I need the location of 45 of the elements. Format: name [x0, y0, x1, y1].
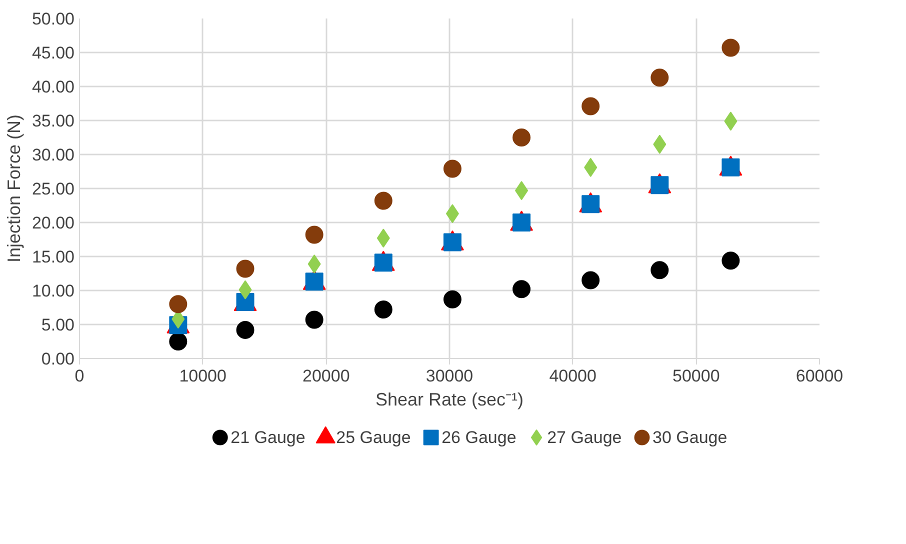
y-tick-label: 15.00: [32, 248, 75, 266]
point: [305, 226, 324, 244]
x-axis-title: Shear Rate (sec⁻¹): [375, 390, 524, 410]
y-tick-label: 30.00: [32, 146, 75, 164]
x-tick-label: 0: [74, 366, 84, 386]
x-tick-label: 30000: [426, 366, 474, 386]
y-tick-label: 50.00: [32, 10, 75, 28]
y-tick-label: 35.00: [32, 112, 75, 130]
y-tick-label: 25.00: [32, 180, 75, 198]
legend-label: 30 Gauge: [652, 428, 728, 447]
y-tick-label: 0.00: [41, 350, 75, 368]
point: [582, 97, 600, 116]
point: [236, 260, 254, 278]
point: [443, 160, 462, 178]
legend-label: 25 Gauge: [336, 428, 411, 447]
point: [169, 295, 188, 314]
point: [650, 261, 669, 280]
point: [374, 300, 392, 319]
y-tick-label: 45.00: [32, 44, 75, 62]
point: [512, 280, 531, 298]
x-tick-label: 40000: [549, 366, 596, 386]
x-tick-label: 10000: [179, 366, 226, 386]
point: [512, 128, 531, 146]
point: [236, 293, 254, 312]
legend-label: 21 Gauge: [230, 428, 306, 447]
point: [305, 272, 324, 291]
y-tick-label: 40.00: [32, 78, 75, 96]
legend-label: 27 Gauge: [547, 428, 622, 447]
point: [722, 38, 740, 57]
y-tick-label: 5.00: [41, 316, 75, 334]
y-axis-title: Injection Force (N): [4, 114, 24, 263]
legend-label: 26 Gauge: [442, 428, 516, 447]
point: [443, 290, 462, 308]
x-tick-label: 60000: [796, 366, 844, 386]
point: [236, 320, 254, 339]
point: [722, 252, 740, 270]
y-tick-label: 20.00: [32, 214, 75, 232]
point: [305, 310, 324, 329]
point: [582, 271, 600, 290]
point: [650, 68, 669, 87]
x-tick-label: 50000: [672, 366, 720, 386]
x-tick-label: 20000: [302, 366, 350, 386]
point: [169, 332, 188, 350]
y-tick-label: 10.00: [32, 282, 75, 300]
point: [374, 192, 392, 210]
